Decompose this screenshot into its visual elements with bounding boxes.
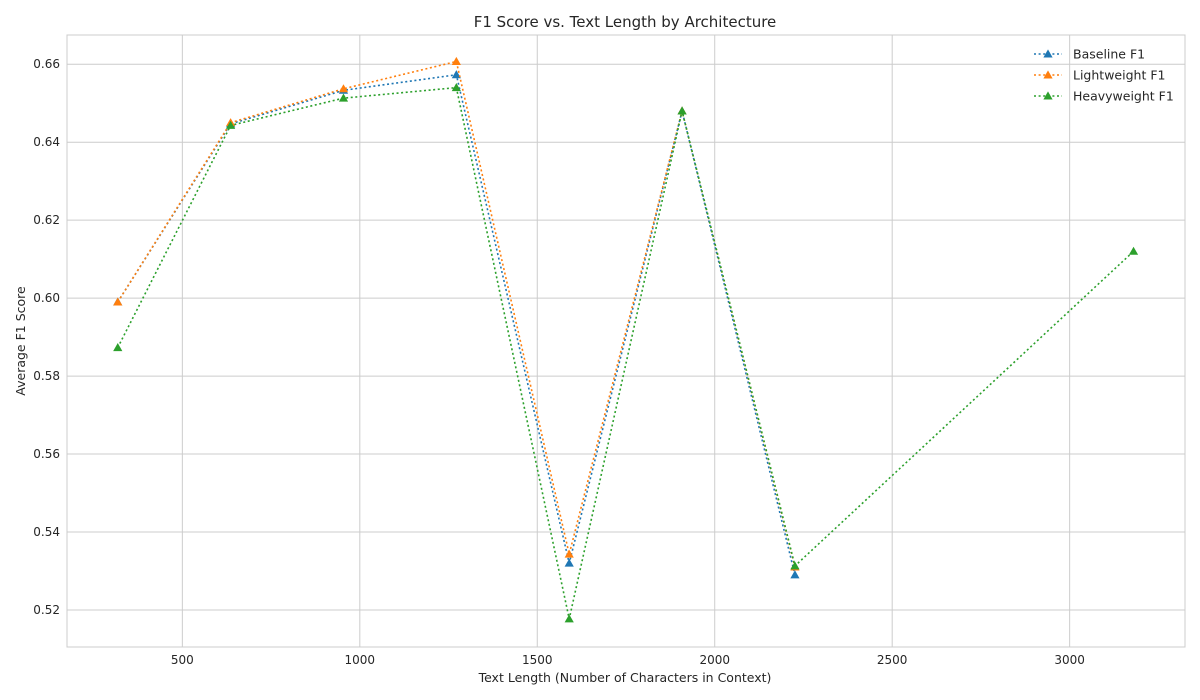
data-point	[226, 120, 236, 129]
series-layer	[113, 56, 1139, 623]
data-point	[451, 56, 461, 65]
series-heavyweight-f1	[113, 83, 1139, 623]
data-point	[451, 70, 461, 79]
data-point	[790, 561, 800, 570]
x-tick-label: 1000	[345, 653, 376, 667]
y-axis-title: Average F1 Score	[13, 286, 28, 396]
plot-background	[66, 34, 1186, 648]
legend-item: Heavyweight F1	[1034, 89, 1174, 104]
y-tick-label: 0.62	[33, 213, 60, 227]
legend-marker	[1043, 91, 1053, 100]
data-point	[564, 549, 574, 558]
data-point	[338, 93, 349, 102]
y-tick-label: 0.56	[33, 447, 60, 461]
data-point	[451, 83, 461, 92]
x-tick-label: 2500	[877, 653, 908, 667]
x-tick-label: 1500	[522, 653, 553, 667]
legend-item: Baseline F1	[1034, 47, 1145, 62]
x-tick-label: 3000	[1054, 653, 1085, 667]
legend: Baseline F1 Lightweight F1 Heavyweight F1	[1034, 47, 1174, 104]
legend-label: Baseline F1	[1073, 47, 1145, 62]
y-gridlines	[67, 63, 1185, 611]
x-axis-title: Text Length (Number of Characters in Con…	[478, 670, 772, 685]
y-axis-ticks: 0.52 0.54 0.56 0.58 0.60 0.62 0.64 0.66	[33, 57, 60, 617]
data-point	[1128, 246, 1139, 255]
series-line	[117, 86, 1135, 620]
chart-title: F1 Score vs. Text Length by Architecture	[474, 13, 777, 31]
data-point	[564, 558, 574, 567]
x-tick-label: 500	[171, 653, 194, 667]
data-point	[564, 614, 574, 623]
legend-marker	[1043, 49, 1053, 58]
data-point	[113, 343, 123, 352]
y-tick-label: 0.52	[33, 603, 60, 617]
plot-area	[66, 34, 1186, 648]
data-point	[790, 570, 800, 579]
y-tick-label: 0.60	[33, 291, 60, 305]
legend-label: Heavyweight F1	[1073, 89, 1174, 104]
data-point	[338, 84, 349, 93]
y-tick-label: 0.66	[33, 57, 60, 71]
data-point	[677, 106, 687, 115]
data-point	[113, 297, 123, 306]
y-tick-label: 0.58	[33, 369, 60, 383]
legend-label: Lightweight F1	[1073, 68, 1165, 83]
y-tick-label: 0.54	[33, 525, 60, 539]
y-tick-label: 0.64	[33, 135, 60, 149]
legend-marker	[1043, 70, 1053, 79]
x-axis-ticks: 500 1000 1500 2000 2500 3000	[171, 653, 1085, 667]
legend-item: Lightweight F1	[1034, 68, 1165, 83]
x-gridlines	[181, 35, 1071, 647]
x-tick-label: 2000	[699, 653, 730, 667]
